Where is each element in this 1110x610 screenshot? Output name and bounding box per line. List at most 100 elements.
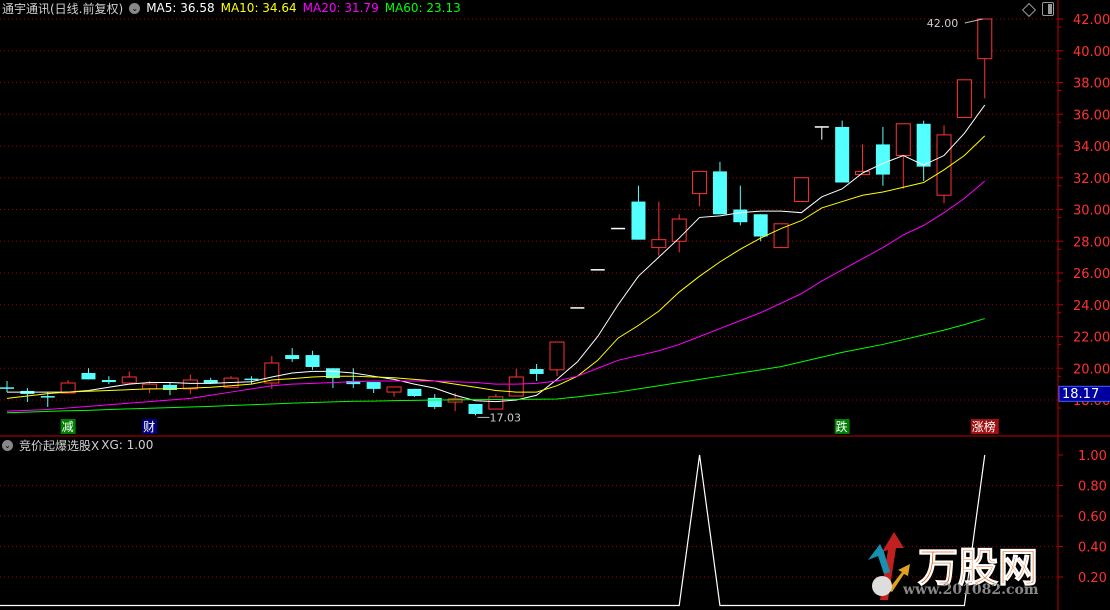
signal-marker-bg xyxy=(142,419,158,434)
candle xyxy=(631,185,646,240)
candle-body xyxy=(81,373,96,380)
candle xyxy=(855,144,871,176)
candle-body xyxy=(631,201,646,240)
candle xyxy=(40,392,55,407)
candle xyxy=(285,348,300,362)
candle xyxy=(936,125,952,204)
candle xyxy=(977,18,993,99)
price-tick-label: 30.00 xyxy=(1073,204,1110,219)
candle xyxy=(956,79,972,118)
logo-arrows-icon xyxy=(868,532,910,600)
indicator-value: XG: 1.00 xyxy=(101,438,154,452)
candle-body xyxy=(162,384,177,390)
price-tick-label: 24.00 xyxy=(1073,299,1110,314)
candle-body xyxy=(835,126,850,183)
candle xyxy=(101,376,116,385)
candle-body xyxy=(447,398,463,403)
candle xyxy=(264,356,280,389)
ma10-line xyxy=(6,135,986,399)
candle xyxy=(447,393,463,412)
xg-line xyxy=(0,454,986,607)
candle-body xyxy=(325,368,340,379)
candle xyxy=(182,374,198,394)
candle-body xyxy=(977,18,993,60)
candle xyxy=(468,403,483,416)
signal-marker: 跌 xyxy=(836,419,848,434)
candle-body xyxy=(60,382,76,394)
candle xyxy=(692,170,708,207)
signal-marker-bg xyxy=(970,419,999,434)
watermark-logo: 万股网 www.201082.com xyxy=(858,530,1048,605)
candle-body xyxy=(773,223,789,249)
candle xyxy=(733,185,748,226)
ma10-label: MA10: 34.64 xyxy=(220,1,297,15)
candle xyxy=(671,214,687,253)
high-price-label: 42.00 xyxy=(927,17,959,30)
price-tick-label: 20.00 xyxy=(1073,362,1110,377)
candle-body xyxy=(956,79,972,118)
candle-body xyxy=(733,209,748,223)
price-tick-label: 42.00 xyxy=(1073,13,1110,28)
candle-body xyxy=(366,382,381,389)
candle-body xyxy=(142,383,158,390)
logo-text: 万股网 xyxy=(918,545,1039,592)
diamond-icon[interactable] xyxy=(1021,2,1037,18)
chevron-down-icon[interactable]: ⌄ xyxy=(129,2,141,14)
candle-body xyxy=(121,376,137,384)
price-tick-label: 40.00 xyxy=(1073,45,1110,60)
candle xyxy=(244,376,259,385)
candle xyxy=(835,120,850,183)
low-price-label: 17.03 xyxy=(490,411,522,424)
signal-marker: 涨榜 xyxy=(972,419,996,434)
candle xyxy=(346,368,361,388)
candle xyxy=(712,161,727,215)
indicator-tick-label: 0.20 xyxy=(1078,571,1107,586)
candle xyxy=(875,126,890,186)
candle xyxy=(895,123,911,189)
indicator-legend: ⌄ 竞价起爆选股X XG: 1.00 xyxy=(2,437,159,453)
candle xyxy=(508,369,524,397)
ma5-line xyxy=(7,104,986,403)
candle-body xyxy=(101,379,116,383)
candle xyxy=(427,393,442,410)
signal-marker: 财 xyxy=(143,420,155,434)
price-tick-label: 28.00 xyxy=(1073,235,1110,250)
indicator-tick-label: 0.60 xyxy=(1078,510,1107,525)
candle xyxy=(121,371,137,384)
candle-body xyxy=(875,144,890,175)
ma60-line xyxy=(6,318,985,414)
candle-body xyxy=(508,376,524,397)
current-price-label: 18.17 xyxy=(1062,387,1099,402)
candle-body xyxy=(203,379,218,384)
candle-body xyxy=(651,239,667,249)
candle-body xyxy=(549,341,565,371)
current-price-tag xyxy=(1058,385,1110,402)
chevron-down-icon[interactable]: ⌄ xyxy=(2,439,13,451)
price-tick-label: 38.00 xyxy=(1073,77,1110,92)
indicator-title: 竞价起爆选股X xyxy=(19,438,100,453)
candle-body xyxy=(753,214,768,237)
candle xyxy=(366,382,381,394)
candle xyxy=(81,368,96,380)
candle-body xyxy=(936,134,952,196)
candle-body xyxy=(346,380,361,385)
candle-body xyxy=(671,218,687,242)
ma60-label: MA60: 23.13 xyxy=(384,1,461,15)
ma20-label: MA20: 31.79 xyxy=(302,1,379,15)
candle xyxy=(0,380,14,393)
main-legend: 通宇通讯(日线.前复权) ⌄ MA5: 36.58 MA10: 34.64 MA… xyxy=(2,0,467,16)
logo-url: www.201082.com xyxy=(903,582,1039,598)
candle xyxy=(651,201,667,256)
candle xyxy=(753,214,768,242)
stock-title: 通宇通讯(日线.前复权) xyxy=(2,1,124,16)
candle-body xyxy=(285,355,300,360)
panel-toggle-icon[interactable] xyxy=(1042,2,1054,16)
candle xyxy=(773,223,789,249)
candle xyxy=(407,388,422,397)
candle-body xyxy=(427,397,442,407)
ma5-label: MA5: 36.58 xyxy=(146,1,215,15)
candle xyxy=(793,177,809,203)
candle xyxy=(814,126,829,140)
top-right-tools xyxy=(1021,2,1054,18)
